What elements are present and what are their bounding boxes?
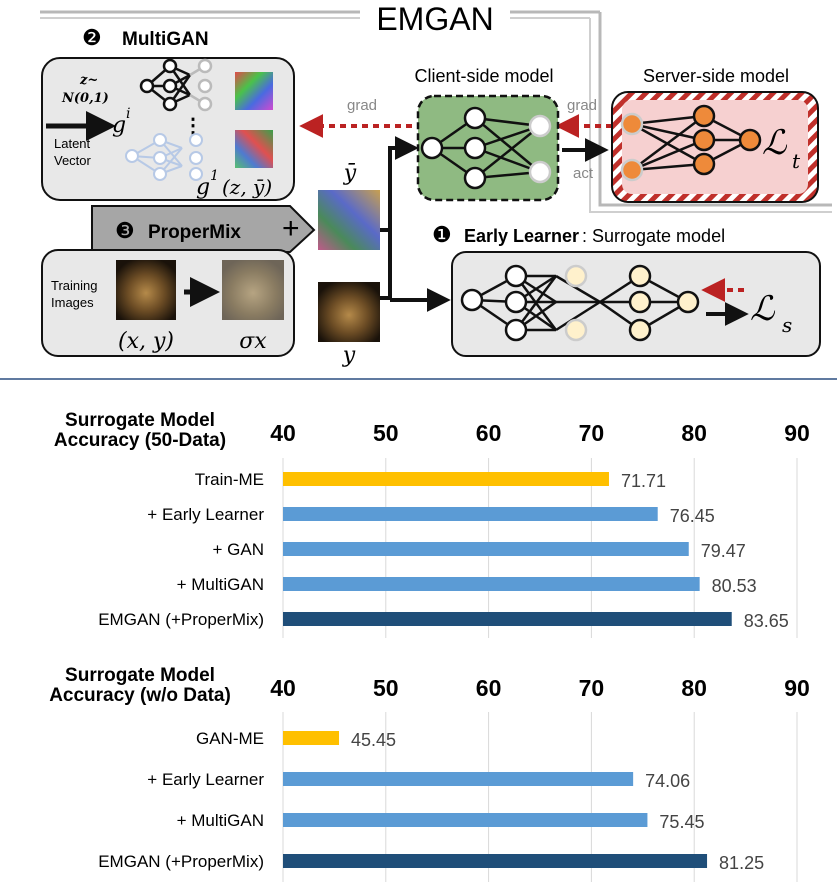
x-tick-label: 90: [784, 675, 810, 701]
latent-label-2: Vector: [54, 153, 92, 168]
x-tick-label: 50: [373, 675, 399, 701]
frame-line-right-inner: [589, 18, 832, 213]
g1-label: g: [196, 175, 210, 200]
bar: [283, 772, 634, 786]
category-label: + Early Learner: [147, 505, 264, 524]
bar: [283, 542, 689, 556]
category-label: EMGAN (+ProperMix): [98, 610, 264, 629]
emgan-diagram: EMGAN ❷ MultiGAN z~ N(0,1) g i Latent Ve…: [0, 0, 837, 380]
early-learner-marker: ❶: [432, 222, 452, 247]
generator-network-g1: [125, 133, 203, 181]
multigan-marker: ❷: [82, 25, 102, 50]
category-label: + MultiGAN: [177, 811, 264, 830]
chart-title-line2: Accuracy (w/o Data): [49, 685, 231, 706]
server-network: [620, 104, 762, 182]
x-tick-label: 70: [579, 675, 605, 701]
synthetic-image-ybar: [318, 190, 380, 250]
x-tick-label: 50: [373, 420, 399, 446]
training-label-2: Images: [51, 295, 94, 310]
category-label: Train-ME: [195, 470, 264, 489]
data-label: 80.53: [712, 576, 757, 596]
bar: [283, 731, 340, 745]
x-tick-label: 80: [681, 420, 707, 446]
category-label: + Early Learner: [147, 770, 264, 789]
generated-image-g1: [235, 130, 273, 168]
category-label: GAN-ME: [196, 729, 264, 748]
propermix-plus: +: [282, 212, 300, 245]
early-loss-sub: s: [782, 313, 792, 337]
x-tick-label: 70: [579, 420, 605, 446]
title-backdrop: [360, 0, 510, 38]
x-tick-label: 40: [270, 420, 296, 446]
frame-line-right: [598, 12, 832, 207]
act-label: act: [573, 165, 594, 182]
server-loss-sub: t: [792, 149, 801, 173]
data-label: 83.65: [744, 611, 789, 631]
propermix-marker: ❸: [115, 218, 135, 243]
y-label: y: [342, 343, 356, 368]
chart-title-line2: Accuracy (50-Data): [54, 430, 226, 451]
category-label: EMGAN (+ProperMix): [98, 852, 264, 871]
propermix-band: [91, 205, 316, 253]
x-tick-label: 90: [784, 420, 810, 446]
data-label: 76.45: [670, 506, 715, 526]
generated-image-gi: [235, 72, 273, 110]
propermix-label: ProperMix: [148, 222, 241, 243]
latent-label-1: Latent: [54, 136, 91, 151]
bar: [283, 813, 648, 827]
client-network: [420, 106, 552, 190]
ybar-label: ȳ: [343, 161, 357, 186]
category-label: + GAN: [213, 540, 265, 559]
sigmax-label: σx: [239, 329, 267, 354]
diagram-title: EMGAN: [376, 1, 493, 37]
client-model-label: Client-side model: [414, 66, 553, 86]
data-label: 75.45: [659, 812, 704, 832]
to-client-arrow: [380, 136, 419, 300]
more-generators-dots: ⋮: [183, 115, 203, 137]
x-tick-label: 40: [270, 675, 296, 701]
chart-title-line1: Surrogate Model: [65, 410, 215, 431]
chart-title-line1: Surrogate Model: [65, 665, 215, 686]
multigan-label: MultiGAN: [122, 29, 209, 50]
early-learner-rest: : Surrogate model: [582, 226, 725, 246]
real-image-y: [318, 282, 380, 342]
bar: [283, 854, 708, 868]
bar: [283, 577, 700, 591]
bar: [283, 507, 658, 521]
g1-sup: 1: [210, 168, 219, 184]
training-label-1: Training: [51, 278, 97, 293]
server-loss: ℒ: [762, 123, 788, 163]
xy-label: (x, y): [118, 329, 174, 354]
bar: [283, 472, 609, 486]
multigan-panel: [41, 57, 295, 201]
early-learner-network: [460, 264, 700, 342]
bar: [283, 612, 732, 626]
early-learner-label: Early Learner: [464, 226, 579, 246]
mixed-image-sigmax: [222, 260, 284, 320]
data-label: 74.06: [645, 771, 690, 791]
training-image-x: [116, 260, 176, 320]
early-loss: ℒ: [750, 289, 776, 329]
data-label: 79.47: [701, 541, 746, 561]
x-tick-label: 60: [476, 420, 502, 446]
category-label: + MultiGAN: [177, 575, 264, 594]
gi-sup: i: [126, 106, 130, 122]
x-tick-label: 60: [476, 675, 502, 701]
data-label: 81.25: [719, 853, 764, 873]
gi-label: g: [112, 113, 126, 138]
data-label: 71.71: [621, 471, 666, 491]
z-sample-line1: z~: [79, 73, 98, 88]
g1-args: (z, ȳ): [222, 175, 272, 199]
server-model-label: Server-side model: [643, 66, 789, 86]
data-label: 45.45: [351, 730, 396, 750]
grad-label-right: grad: [567, 97, 597, 114]
generator-network-gi: [139, 58, 213, 112]
grad-label-left: grad: [347, 97, 377, 114]
x-tick-label: 80: [681, 675, 707, 701]
z-sample-line2: N(0,1): [61, 91, 109, 106]
server-model-inner: [622, 100, 808, 194]
